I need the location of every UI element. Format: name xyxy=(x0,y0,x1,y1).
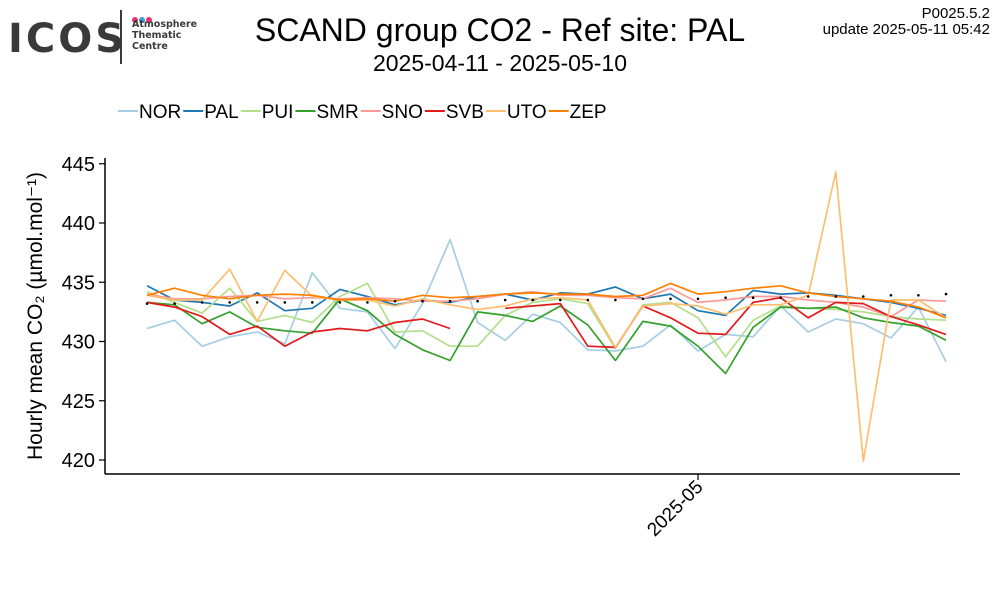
x-tick-label: 2025-05 xyxy=(643,477,707,541)
logo-subtext: Atmosphere Thematic Centre xyxy=(132,19,197,52)
series-line-svb xyxy=(146,296,947,349)
reference-point xyxy=(696,297,700,301)
legend-label-smr: SMR xyxy=(316,102,358,123)
reference-point xyxy=(200,301,204,304)
legend-label-svb: SVB xyxy=(446,102,484,123)
reference-point xyxy=(283,301,287,304)
y-tick-label: 435 xyxy=(62,272,95,294)
icos-logo: ICOS Atmosphere Thematic Centre xyxy=(8,8,208,68)
legend-label-nor: NOR xyxy=(139,102,181,123)
reference-point xyxy=(724,296,727,300)
reference-point xyxy=(806,295,810,298)
reference-point xyxy=(173,302,176,305)
y-tick-label: 420 xyxy=(62,450,95,472)
reference-point xyxy=(421,299,424,303)
reference-point xyxy=(889,294,893,297)
reference-point xyxy=(531,298,534,302)
logo-line: Thematic xyxy=(132,30,182,41)
reference-point xyxy=(614,298,617,302)
reference-point xyxy=(338,301,342,304)
y-tick-label: 430 xyxy=(62,332,95,354)
reference-point xyxy=(255,301,259,304)
logo-dot xyxy=(132,17,138,23)
reference-point xyxy=(779,296,782,300)
version-info: P0025.5.2 update 2025-05-11 05:42 xyxy=(823,6,990,38)
logo-wordmark: ICOS xyxy=(8,16,128,62)
y-tick-label: 440 xyxy=(62,213,95,235)
update-label: update 2025-05-11 05:42 xyxy=(822,21,990,38)
legend-label-zep: ZEP xyxy=(570,102,607,123)
series-line-uto xyxy=(146,171,947,463)
series-line-zep xyxy=(146,282,947,319)
reference-point xyxy=(145,302,149,305)
reference-point xyxy=(669,297,672,301)
reference-point xyxy=(448,299,452,303)
legend-label-sno: SNO xyxy=(382,102,423,123)
reference-point xyxy=(917,294,920,297)
reference-point xyxy=(641,297,645,301)
reference-point xyxy=(862,295,865,298)
reference-point xyxy=(476,299,479,303)
logo-divider xyxy=(120,10,122,64)
reference-point xyxy=(834,295,838,298)
legend-label-uto: UTO xyxy=(507,102,547,123)
logo-line: Centre xyxy=(132,41,168,52)
chart-title: SCAND group CO2 - Ref site: PAL xyxy=(254,12,746,48)
y-tick-label: 425 xyxy=(62,391,95,413)
legend-label-pal: PAL xyxy=(204,102,239,123)
reference-point xyxy=(311,301,314,304)
reference-point xyxy=(944,292,948,296)
logo-dots xyxy=(132,10,153,23)
reference-point xyxy=(559,298,562,302)
reference-point xyxy=(503,298,507,302)
logo-line: Atmosphere xyxy=(132,19,198,30)
series-line-smr xyxy=(146,297,947,375)
reference-point xyxy=(228,301,231,304)
y-axis-title: Hourly mean CO₂ (µmol.mol⁻¹) xyxy=(24,172,47,460)
chart-subtitle: 2025-04-11 - 2025-05-10 xyxy=(372,50,628,76)
reference-point xyxy=(393,299,397,303)
version-label: P0025.5.2 xyxy=(921,5,990,22)
y-tick-label: 445 xyxy=(62,154,95,176)
reference-point xyxy=(366,301,369,304)
reference-point xyxy=(751,296,755,300)
logo-dot xyxy=(146,17,152,23)
logo-dot xyxy=(139,17,145,23)
reference-point xyxy=(586,298,590,302)
legend-label-pui: PUI xyxy=(262,102,294,123)
